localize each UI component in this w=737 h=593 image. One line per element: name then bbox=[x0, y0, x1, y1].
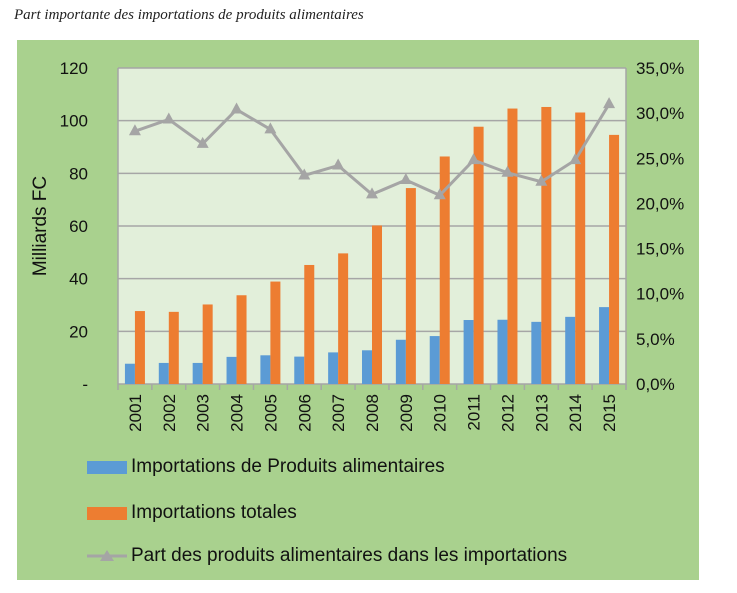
x-tick-label: 2004 bbox=[228, 394, 247, 432]
share-point bbox=[535, 174, 548, 186]
x-tick-label: 2015 bbox=[600, 394, 619, 432]
x-tick-label: 2014 bbox=[566, 394, 585, 432]
bar-food-imports bbox=[429, 336, 440, 384]
x-tick-label: 2001 bbox=[126, 394, 145, 432]
y-tick-label: 120 bbox=[60, 59, 88, 78]
legend-item-total: Importations totales bbox=[87, 502, 297, 524]
legend-label: Part des produits alimentaires dans les … bbox=[131, 545, 568, 566]
bar-total-imports bbox=[168, 311, 179, 384]
share-point bbox=[366, 187, 378, 199]
y2-tick-label: 20,0% bbox=[636, 194, 684, 213]
share-point bbox=[603, 97, 616, 109]
bar-total-imports bbox=[473, 126, 484, 385]
bar-total-imports bbox=[541, 106, 552, 385]
y2-tick-label: 35,0% bbox=[636, 59, 684, 78]
share-point bbox=[399, 172, 412, 184]
bar-food-imports bbox=[226, 356, 237, 384]
y-axis-title: Milliards FC bbox=[30, 176, 51, 276]
share-point bbox=[230, 102, 243, 114]
y-tick-label: 40 bbox=[69, 270, 88, 289]
x-tick-label: 2013 bbox=[532, 394, 551, 432]
bar-food-imports bbox=[463, 320, 474, 384]
x-tick-label: 2002 bbox=[160, 394, 179, 432]
y-tick-label: 60 bbox=[69, 217, 88, 236]
share-point bbox=[162, 112, 175, 124]
bar-food-imports bbox=[260, 355, 271, 384]
bar-total-imports bbox=[270, 281, 281, 384]
share-point bbox=[501, 165, 514, 177]
y2-tick-label: 25,0% bbox=[636, 149, 684, 168]
share-point bbox=[298, 168, 311, 180]
share-point bbox=[332, 158, 345, 170]
bar-total-imports bbox=[304, 264, 315, 384]
bar-food-imports bbox=[395, 339, 406, 384]
x-tick-label: 2009 bbox=[397, 394, 416, 432]
bar-food-imports bbox=[362, 350, 372, 384]
x-tick-label: 2005 bbox=[261, 394, 280, 432]
x-tick-label: 2003 bbox=[194, 394, 213, 432]
bar-total-imports bbox=[609, 134, 620, 384]
y-tick-label: 80 bbox=[69, 164, 88, 183]
x-tick-label: 2008 bbox=[363, 394, 382, 432]
share-point bbox=[128, 124, 141, 136]
y2-tick-label: 30,0% bbox=[636, 104, 684, 123]
x-tick-label: 2012 bbox=[498, 394, 517, 432]
bar-total-imports bbox=[202, 304, 213, 384]
bar-food-imports bbox=[192, 362, 203, 384]
bar-total-imports bbox=[405, 188, 416, 384]
bar-food-imports bbox=[158, 362, 169, 384]
bar-total-imports bbox=[134, 311, 145, 384]
y2-tick-label: 5,0% bbox=[636, 330, 675, 349]
share-point bbox=[433, 188, 446, 200]
legend-item-food: Importations de Produits alimentaires bbox=[87, 456, 445, 478]
legend-swatch bbox=[87, 506, 127, 520]
share-point bbox=[196, 136, 209, 148]
page-title: Part importante des importations de prod… bbox=[14, 7, 364, 23]
bar-food-imports bbox=[124, 363, 135, 384]
bar-total-imports bbox=[439, 156, 450, 384]
y-tick-label: - bbox=[82, 375, 88, 394]
bar-total-imports bbox=[338, 253, 349, 384]
share-point bbox=[467, 153, 480, 165]
bar-total-imports bbox=[372, 225, 382, 384]
x-tick-label: 2007 bbox=[329, 394, 348, 432]
bar-food-imports bbox=[531, 321, 542, 384]
bar-food-imports bbox=[565, 316, 576, 384]
share-point bbox=[569, 153, 582, 165]
legend-label: Importations totales bbox=[131, 502, 297, 523]
x-tick-label: 2006 bbox=[295, 394, 314, 432]
bar-food-imports bbox=[497, 319, 508, 384]
y-tick-label: 20 bbox=[69, 322, 88, 341]
bar-total-imports bbox=[575, 112, 586, 385]
x-tick-label: 2011 bbox=[465, 394, 484, 431]
legend-swatch bbox=[87, 460, 127, 474]
bar-food-imports bbox=[294, 356, 305, 384]
legend-line-marker bbox=[87, 550, 127, 561]
bar-total-imports bbox=[507, 108, 518, 384]
bar-total-imports bbox=[236, 295, 247, 384]
y2-tick-label: 0,0% bbox=[636, 375, 675, 394]
x-tick-label: 2010 bbox=[431, 394, 450, 432]
bar-food-imports bbox=[599, 307, 610, 384]
legend-item-share: Part des produits alimentaires dans les … bbox=[87, 545, 567, 567]
bar-food-imports bbox=[328, 352, 339, 384]
share-point bbox=[264, 122, 277, 134]
y2-tick-label: 15,0% bbox=[636, 240, 684, 259]
y2-tick-label: 10,0% bbox=[636, 285, 684, 304]
legend-label: Importations de Produits alimentaires bbox=[131, 456, 445, 477]
y-tick-label: 100 bbox=[60, 112, 88, 131]
